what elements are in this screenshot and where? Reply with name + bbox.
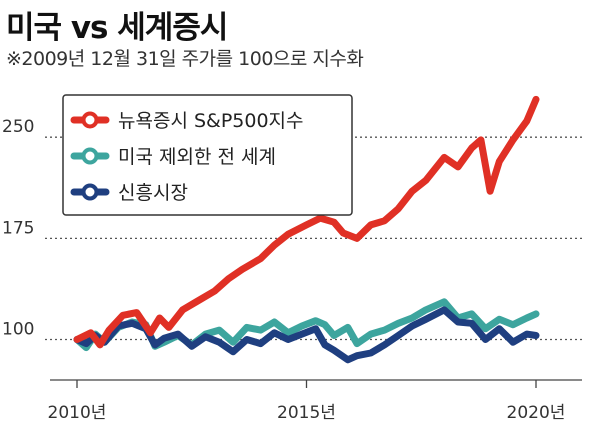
y-tick-label-100: 100	[2, 320, 34, 340]
y-tick-label-250: 250	[2, 117, 34, 137]
x-tick-label-2010: 2010년	[48, 403, 107, 423]
legend-item-world-ex-us: 미국 제외한 전 세계	[70, 146, 276, 168]
legend-item-sp500: 뉴욕증시 S&P500지수	[70, 110, 304, 132]
x-tick-label-2015: 2015년	[277, 403, 336, 423]
series-line-sp500	[73, 95, 540, 349]
legend-label-emerging: 신흥시장	[118, 182, 188, 204]
x-tick-label-2020: 2020년	[507, 403, 566, 423]
legend-marker-world-ex-us	[81, 147, 99, 165]
legend-marker-emerging	[81, 183, 99, 201]
legend-marker-sp500	[81, 111, 99, 129]
y-tick-labels: 100 175 250	[2, 117, 34, 339]
legend-item-emerging: 신흥시장	[70, 182, 188, 204]
legend: 뉴욕증시 S&P500지수 미국 제외한 전 세계 신흥시장	[62, 94, 353, 216]
series-lines	[73, 95, 540, 364]
y-tick-label-175: 175	[2, 218, 34, 238]
legend-label-sp500: 뉴욕증시 S&P500지수	[118, 110, 304, 132]
chart-title: 미국 vs 세계증시	[6, 10, 228, 46]
x-axis: 2010년 2015년 2020년	[48, 379, 582, 423]
chart-subtitle: ※2009년 12월 31일 주가를 100으로 지수화	[6, 48, 364, 70]
legend-box	[62, 94, 353, 216]
legend-label-world-ex-us: 미국 제외한 전 세계	[118, 146, 276, 168]
